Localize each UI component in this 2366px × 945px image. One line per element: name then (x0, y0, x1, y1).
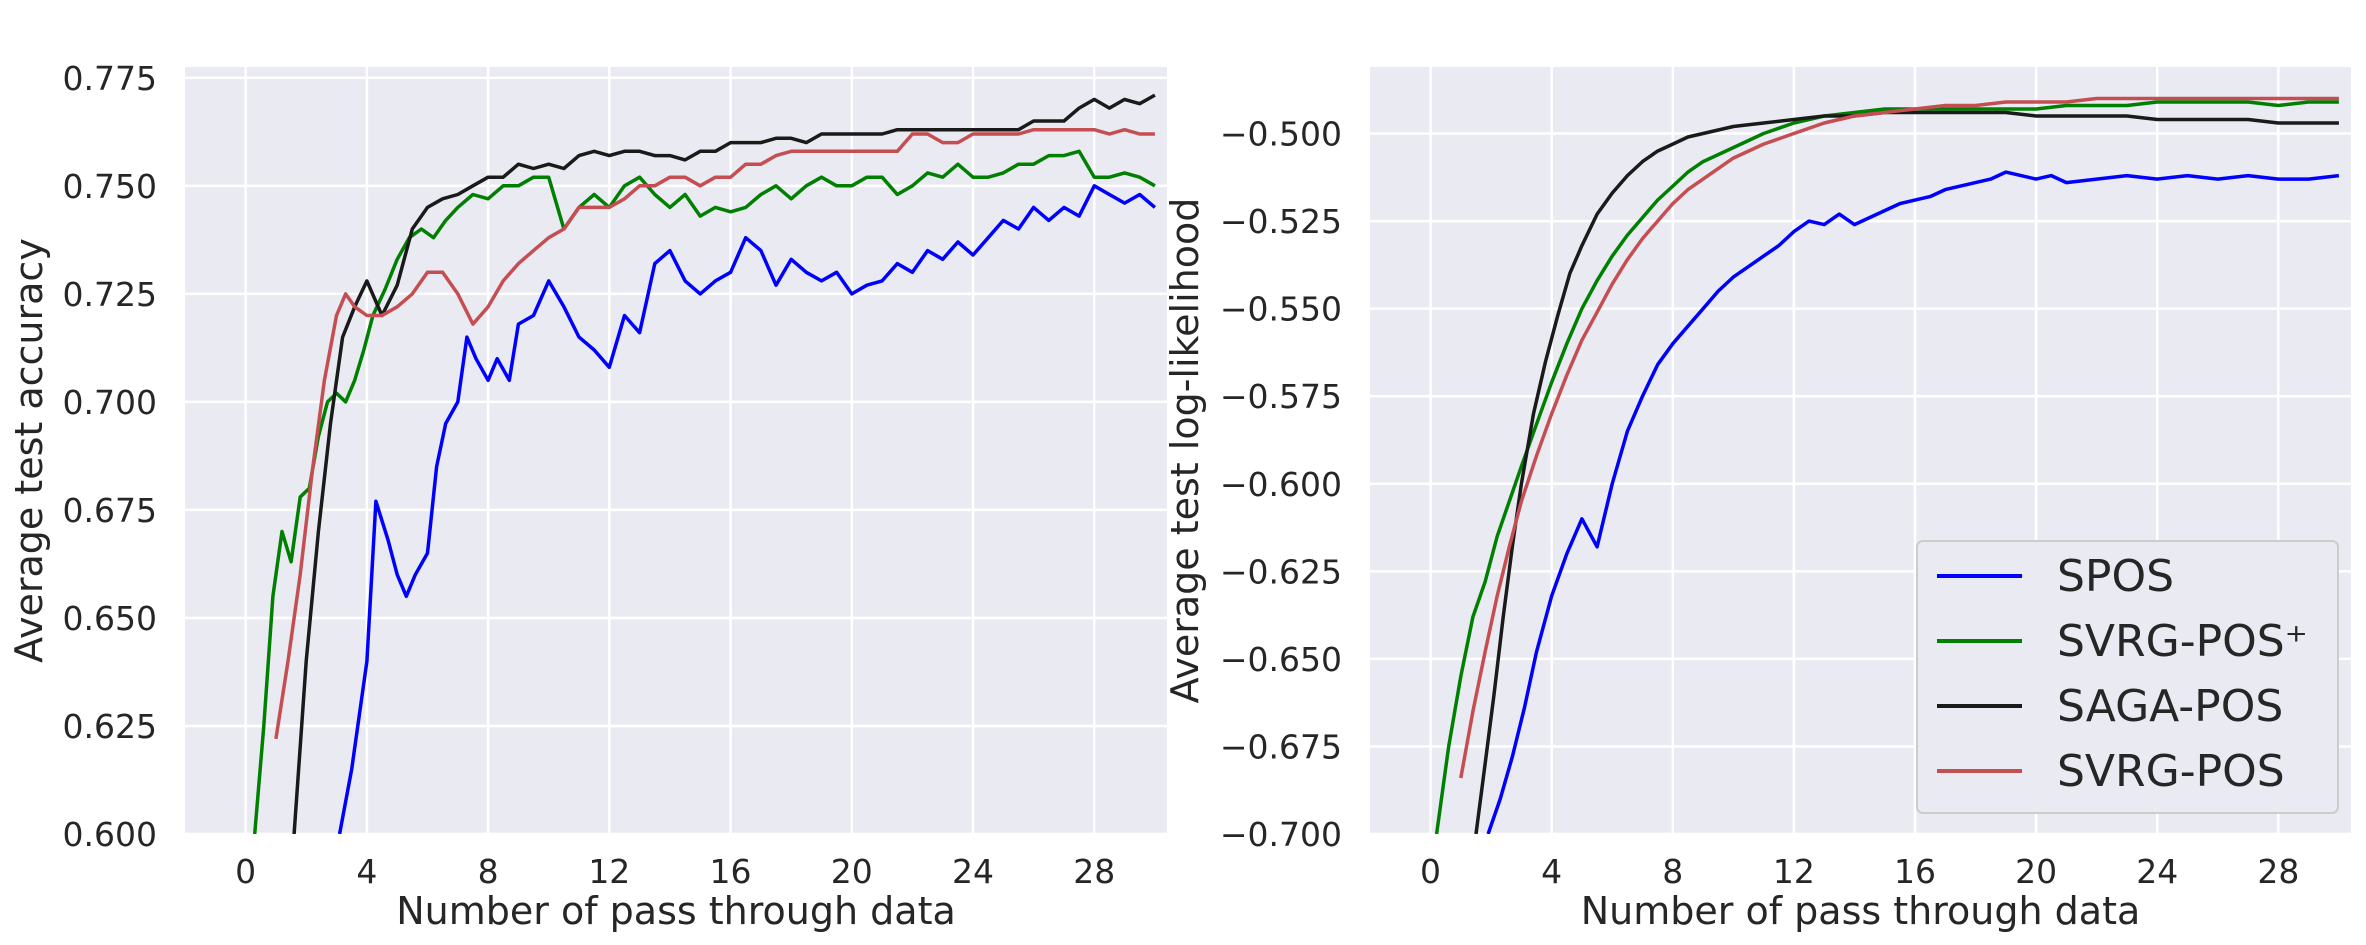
series-lines (252, 93, 1157, 834)
y-tick-label: −0.700 (1220, 815, 1342, 854)
x-tick-label: 4 (1541, 852, 1562, 891)
y-axis-label: Average test log-likelihood (1163, 198, 1207, 704)
x-tick-label: 20 (2015, 852, 2057, 891)
y-tick-label: 0.600 (63, 815, 157, 854)
y-tick-label: −0.650 (1220, 640, 1342, 679)
y-tick-label: 0.700 (63, 383, 157, 422)
x-tick-label: 24 (952, 852, 994, 891)
y-tick-label: −0.550 (1220, 290, 1342, 329)
series-line-svrg-pos (1459, 96, 2339, 779)
y-tick-labels: 0.600 0.625 0.650 0.675 0.700 0.725 0.750 0.775 (63, 59, 157, 854)
legend-label: SVRG-POS (2057, 746, 2285, 797)
series-line-svrg-pos (274, 127, 1155, 740)
y-tick-label: −0.600 (1220, 465, 1342, 504)
y-tick-label: 0.625 (63, 707, 157, 746)
legend: SPOS SVRG-POS⁺ SAGA-POS SVRG-POS (1916, 540, 2339, 814)
x-tick-label: 20 (831, 852, 873, 891)
legend-label: SPOS (2057, 551, 2174, 602)
x-tick-label: 12 (1773, 852, 1815, 891)
x-tick-label: 8 (1662, 852, 1683, 891)
x-tick-label: 28 (1073, 852, 1115, 891)
legend-box (1916, 540, 2339, 814)
y-tick-label: 0.750 (63, 167, 157, 206)
x-tick-labels: 0 4 8 12 16 20 24 28 (235, 852, 1115, 891)
y-tick-label: 0.725 (63, 275, 157, 314)
y-tick-label: 0.650 (63, 599, 157, 638)
series-lines (1434, 96, 2340, 834)
x-tick-label: 0 (1420, 852, 1441, 891)
y-tick-label: −0.575 (1220, 377, 1342, 416)
gridlines (185, 67, 1167, 836)
x-tick-label: 16 (1894, 852, 1936, 891)
x-tick-label: 28 (2257, 852, 2299, 891)
x-tick-label: 0 (235, 852, 256, 891)
accuracy-chart: 0 4 8 12 16 20 24 28 0.6000.6250.6500.6750.7000… (7, 59, 1167, 933)
x-tick-label: 12 (588, 852, 630, 891)
x-tick-labels: 0 4 8 12 16 20 24 28 (1420, 852, 2299, 891)
x-tick-label: 16 (710, 852, 752, 891)
series-line-saga-pos (1474, 110, 2339, 834)
legend-label: SVRG-POS⁺ (2057, 616, 2308, 667)
x-tick-label: 24 (2136, 852, 2178, 891)
x-axis-label: Number of pass through data (396, 889, 956, 933)
y-tick-label: −0.500 (1220, 115, 1342, 154)
series-line-svrg-pos- (252, 149, 1156, 834)
series-line-spos (337, 184, 1157, 834)
y-tick-label: −0.675 (1220, 727, 1342, 766)
x-tick-label: 8 (478, 852, 499, 891)
x-tick-label: 4 (356, 852, 377, 891)
y-tick-label: 0.675 (63, 491, 157, 530)
x-axis-label: Number of pass through data (1581, 889, 2141, 933)
y-tick-labels: −0.500 −0.525 −0.550 −0.575 −0.600 −0.625 −0.6… (1220, 115, 1342, 854)
series-line-spos (1486, 170, 2340, 834)
series-line-saga-pos (292, 93, 1156, 834)
y-tick-label: −0.625 (1220, 552, 1342, 591)
y-tick-label: 0.775 (63, 59, 157, 98)
series-line-svrg-pos- (1434, 100, 2339, 834)
plot-area (185, 67, 1167, 834)
y-tick-label: −0.525 (1220, 202, 1342, 241)
legend-label: SAGA-POS (2057, 681, 2283, 732)
y-axis-label: Average test accuracy (7, 238, 51, 663)
log-likelihood-chart: 0 4 8 12 16 20 24 28 −0.500−0.525−0.550−0.575−0… (1163, 67, 2351, 933)
